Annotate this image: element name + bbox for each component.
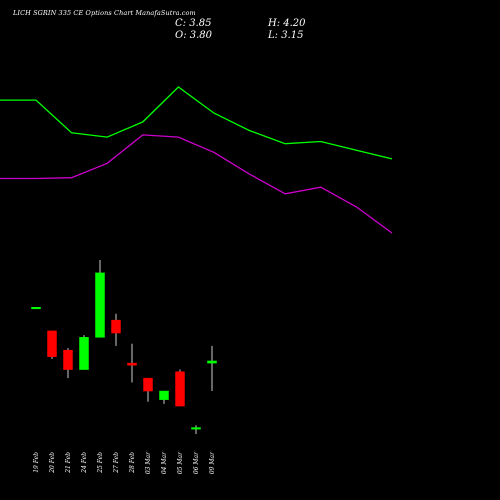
candle-body (127, 362, 137, 366)
x-tick-label: 28 Feb (129, 452, 136, 474)
x-tick-label: 24 Feb (81, 452, 88, 474)
x-tick-label: 05 Mar (177, 451, 184, 474)
candle-body (143, 377, 153, 392)
candle-body (31, 307, 41, 310)
x-tick-label: 06 Mar (193, 451, 200, 474)
candle-body (207, 360, 217, 364)
low-value: L: 3.15 (268, 30, 304, 41)
x-tick-label: 25 Feb (97, 452, 104, 474)
upper-line (0, 86, 393, 160)
close-value: C: 3.85 (175, 18, 212, 29)
x-tick-label: 19 Feb (33, 452, 40, 473)
candle-body (175, 371, 185, 407)
indicator-lines (0, 86, 393, 234)
high-value: H: 4.20 (268, 18, 306, 29)
candle-body (191, 427, 201, 430)
candles (31, 260, 217, 434)
candle-body (111, 319, 121, 334)
open-value: O: 3.80 (175, 30, 213, 41)
x-tick-label: 09 Mar (209, 451, 216, 474)
x-tick-label: 21 Feb (65, 452, 72, 474)
x-axis-ticks: 19 Feb 20 Feb 21 Feb 24 Feb 25 Feb 27 Feb 28 F… (33, 451, 216, 474)
x-tick-label: 27 Feb (113, 452, 120, 474)
candle-body (47, 330, 57, 357)
candle-body (63, 349, 73, 370)
x-tick-label: 20 Feb (49, 452, 56, 474)
chart-title: LICH SGRIN 335 CE Options Chart ManafaSu… (13, 9, 196, 17)
candle-body (95, 272, 105, 338)
lower-line (0, 134, 393, 234)
candle-body (159, 390, 169, 400)
x-tick-label: 04 Mar (161, 451, 168, 474)
candle-body (79, 337, 89, 370)
x-tick-label: 03 Mar (145, 451, 152, 474)
